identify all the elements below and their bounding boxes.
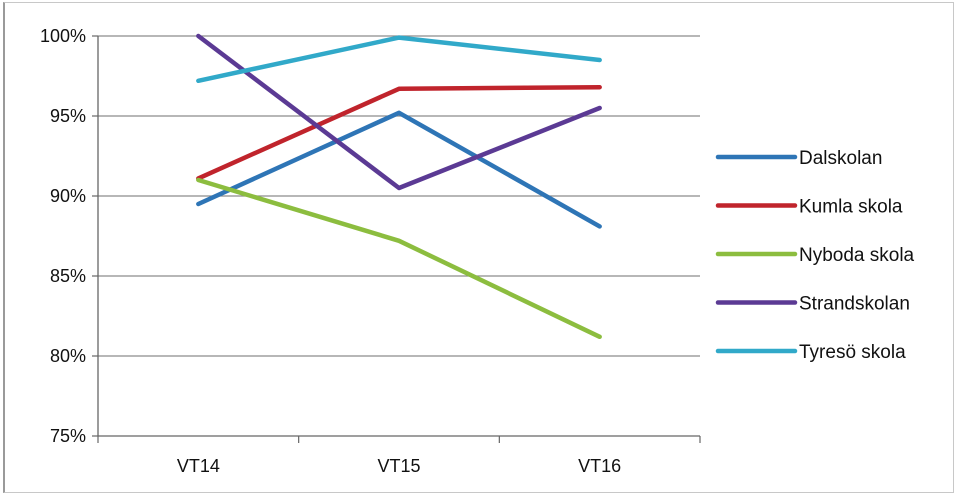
y-tick-label: 100% <box>40 26 86 46</box>
legend-label: Dalskolan <box>799 148 882 169</box>
series-line-nyboda-skola <box>196 177 602 340</box>
y-tick-label: 80% <box>50 346 86 366</box>
y-tick-label: 85% <box>50 266 86 286</box>
y-tick-label: 90% <box>50 186 86 206</box>
series-line-dalskolan <box>196 110 602 229</box>
x-tick-label: VT14 <box>177 456 220 476</box>
x-tick-label: VT16 <box>578 456 621 476</box>
series-line-tyres-skola <box>196 35 602 84</box>
chart-frame <box>3 2 954 493</box>
y-tick-label: 75% <box>50 426 86 446</box>
y-tick-label: 95% <box>50 106 86 126</box>
legend-label: Tyresö skola <box>799 342 906 363</box>
legend-label: Strandskolan <box>799 294 910 315</box>
series-line-strandskolan <box>196 33 602 191</box>
x-tick-label: VT15 <box>377 456 420 476</box>
legend-label: Kumla skola <box>799 197 903 218</box>
legend-label: Nyboda skola <box>799 245 915 266</box>
series-line-kumla-skola <box>196 84 602 181</box>
